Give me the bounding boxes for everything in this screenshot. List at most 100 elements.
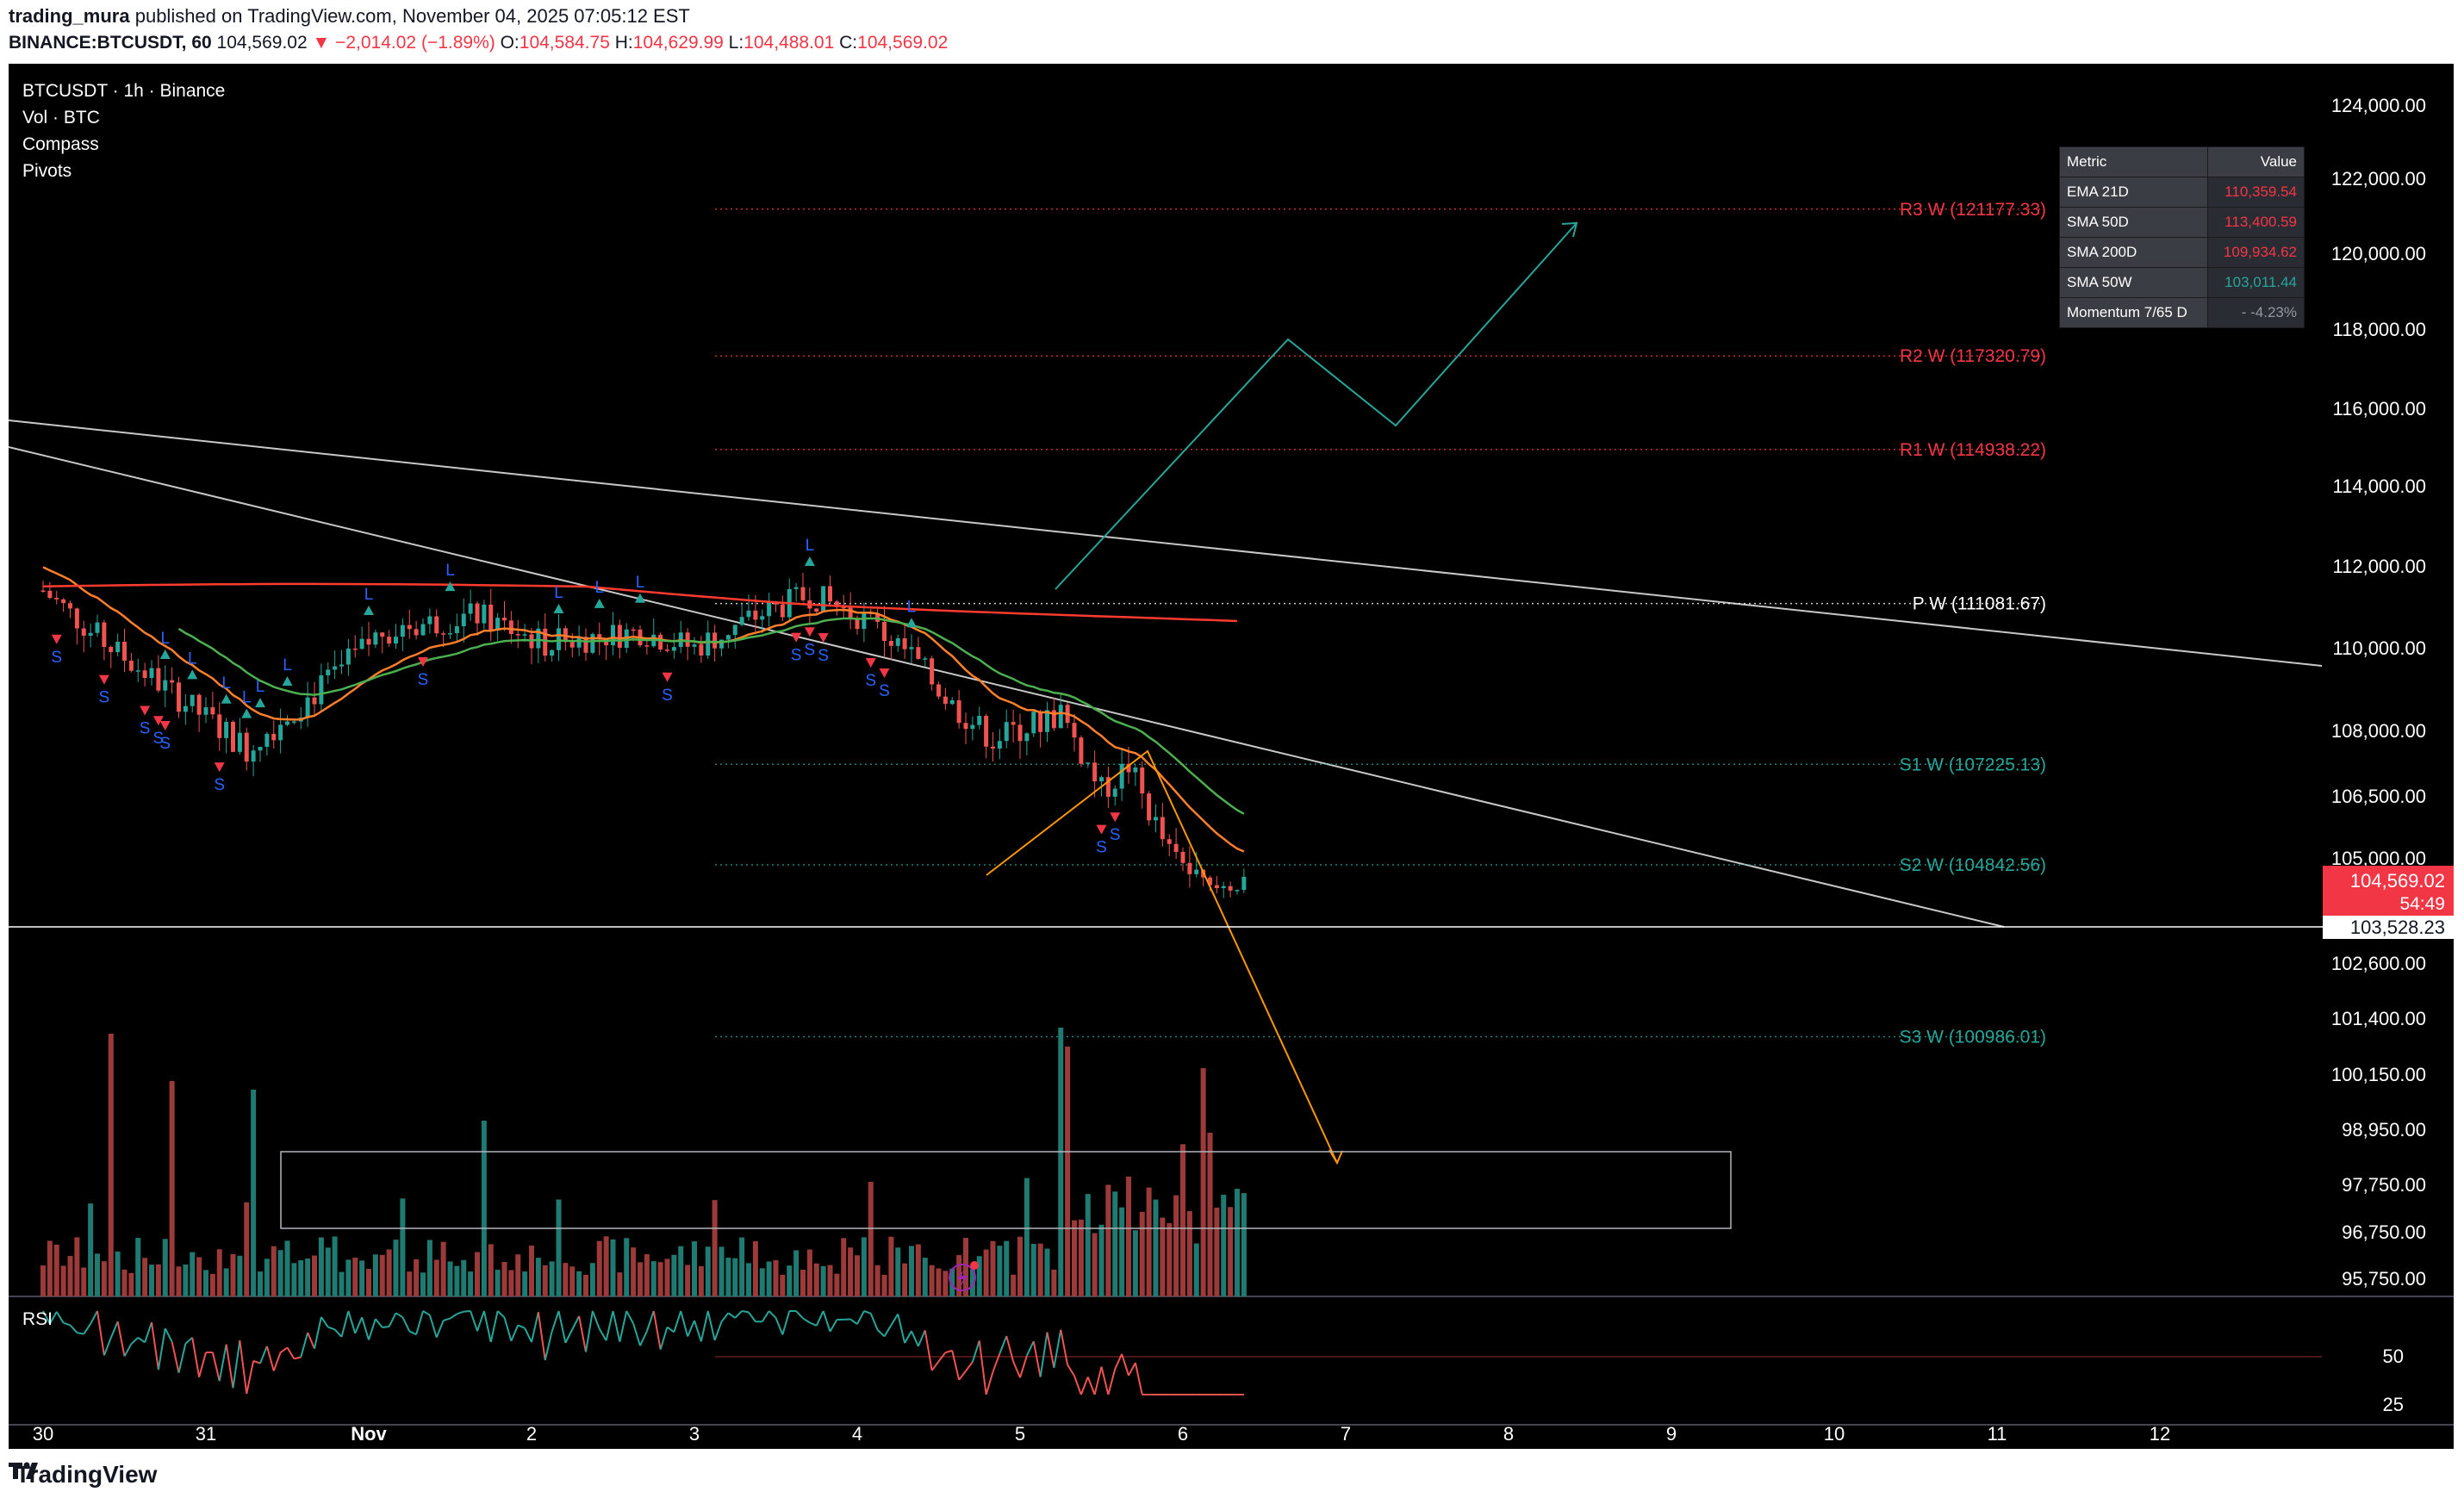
volume-bar — [841, 1238, 847, 1296]
candle-body — [800, 587, 806, 600]
candle-body — [706, 632, 711, 656]
chart-area[interactable]: R3 W (121177.33) R2 W (117320.79) R1 W (11… — [9, 64, 2454, 1449]
rsi-line-segment — [177, 1343, 187, 1373]
volume-bar — [1193, 1243, 1199, 1296]
rsi-line-segment — [992, 1353, 1001, 1372]
price-tick-label: 116,000.00 — [2333, 398, 2426, 420]
rsi-line-segment — [544, 1331, 553, 1361]
rsi-line-segment — [781, 1310, 791, 1335]
short-signal-marker — [1096, 824, 1107, 835]
rsi-line-segment — [272, 1352, 282, 1371]
volume-bar — [759, 1268, 765, 1296]
rsi-line-segment — [232, 1339, 241, 1389]
candle-body — [1221, 886, 1226, 889]
volume-bar — [1132, 1230, 1138, 1296]
high-value: 104,629.99 — [632, 33, 724, 53]
rsi-line-segment — [978, 1340, 987, 1395]
volume-bar — [481, 1121, 487, 1296]
legend-compass[interactable]: Compass — [22, 134, 99, 154]
pivot-label: S1 W (107225.13) — [1900, 755, 2046, 774]
crosshair-price-tag — [2323, 916, 2454, 939]
legend-vol[interactable]: Vol · BTC — [22, 108, 100, 127]
tradingview-footer[interactable]: TradingView — [9, 1461, 157, 1488]
long-signal-label: L — [160, 630, 170, 648]
legend-pivots[interactable]: Pivots — [22, 161, 72, 181]
rsi-line-segment — [537, 1312, 546, 1361]
rsi-line-segment — [632, 1323, 641, 1346]
rsi-line-segment — [280, 1346, 289, 1353]
volume-bar — [732, 1258, 738, 1296]
legend-rsi[interactable]: RSI — [22, 1309, 53, 1329]
volume-bar — [983, 1249, 989, 1296]
candle-body — [122, 641, 127, 661]
long-signal-marker — [241, 708, 252, 718]
volume-bar — [237, 1255, 243, 1296]
rsi-line-segment — [464, 1310, 471, 1313]
volume-bar — [949, 1268, 955, 1296]
candle-body — [183, 705, 188, 712]
candle-body — [88, 632, 93, 637]
time-tick-label: 3 — [689, 1423, 700, 1445]
candle-body — [956, 699, 961, 724]
volume-bar — [705, 1246, 711, 1296]
rsi-line-segment — [428, 1314, 438, 1338]
volume-bar — [820, 1265, 826, 1296]
volume-bar — [915, 1244, 921, 1296]
metric-name: Momentum 7/65 D — [2059, 297, 2208, 328]
rsi-line-segment — [184, 1337, 193, 1345]
volume-bar — [379, 1254, 385, 1296]
price-tick-label: 102,600.00 — [2331, 953, 2426, 974]
candle-body — [1194, 869, 1199, 874]
price-tick-label: 95,750.00 — [2342, 1268, 2426, 1290]
volume-bar — [1167, 1222, 1173, 1296]
last-price-tag-value: 104,569.02 — [2350, 870, 2445, 892]
short-signal-marker — [818, 633, 829, 643]
candle-body — [128, 660, 134, 671]
pivot-label: P W (111081.67) — [1913, 594, 2046, 614]
rsi-line-segment — [482, 1310, 492, 1343]
close-value: 104,569.02 — [857, 33, 949, 53]
legend-title[interactable]: BTCUSDT · 1h · Binance — [22, 81, 226, 101]
rsi-line-segment — [999, 1335, 1008, 1354]
candle-body — [61, 599, 66, 604]
volume-bar — [1065, 1047, 1071, 1296]
candle-body — [834, 601, 839, 607]
volume-bar — [155, 1264, 161, 1296]
short-signal-marker — [662, 672, 673, 682]
volume-bar — [475, 1252, 480, 1296]
short-signal-label: S — [879, 682, 890, 700]
volume-bar — [834, 1273, 840, 1296]
candle-body — [196, 694, 202, 715]
publish-header: trading_mura published on TradingView.co… — [9, 5, 690, 28]
candle-body — [569, 642, 575, 648]
rsi-line-segment — [218, 1344, 227, 1382]
candle-body — [949, 699, 955, 705]
candle-body — [420, 624, 426, 636]
volume-bar — [67, 1256, 73, 1296]
long-signal-marker — [594, 598, 605, 608]
volume-bar — [325, 1247, 331, 1296]
volume-bar — [454, 1265, 460, 1296]
rsi-line-segment — [958, 1370, 967, 1381]
author-name[interactable]: trading_mura — [9, 5, 130, 27]
rsi-line-segment — [700, 1310, 709, 1342]
rsi-line-segment — [1100, 1366, 1110, 1395]
long-signal-label: L — [283, 656, 292, 674]
volume-bar — [230, 1253, 236, 1296]
volume-bar — [698, 1265, 704, 1296]
rsi-line-segment — [449, 1313, 457, 1320]
long-signal-marker — [364, 606, 374, 615]
candle-body — [74, 608, 79, 629]
price-chart-svg[interactable]: R3 W (121177.33) R2 W (117320.79) R1 W (11… — [9, 64, 2454, 1449]
volume-bar — [1098, 1224, 1104, 1296]
volume-bar — [1105, 1184, 1111, 1296]
candle-body — [319, 674, 324, 705]
candle-body — [658, 634, 663, 650]
volume-bar — [53, 1244, 59, 1296]
volume-bar — [508, 1270, 514, 1296]
rsi-line-segment — [443, 1317, 451, 1322]
last-price-tag — [2323, 866, 2454, 916]
rsi-line-segment — [401, 1316, 411, 1332]
candle-body — [590, 634, 595, 653]
candle-body — [394, 637, 398, 644]
